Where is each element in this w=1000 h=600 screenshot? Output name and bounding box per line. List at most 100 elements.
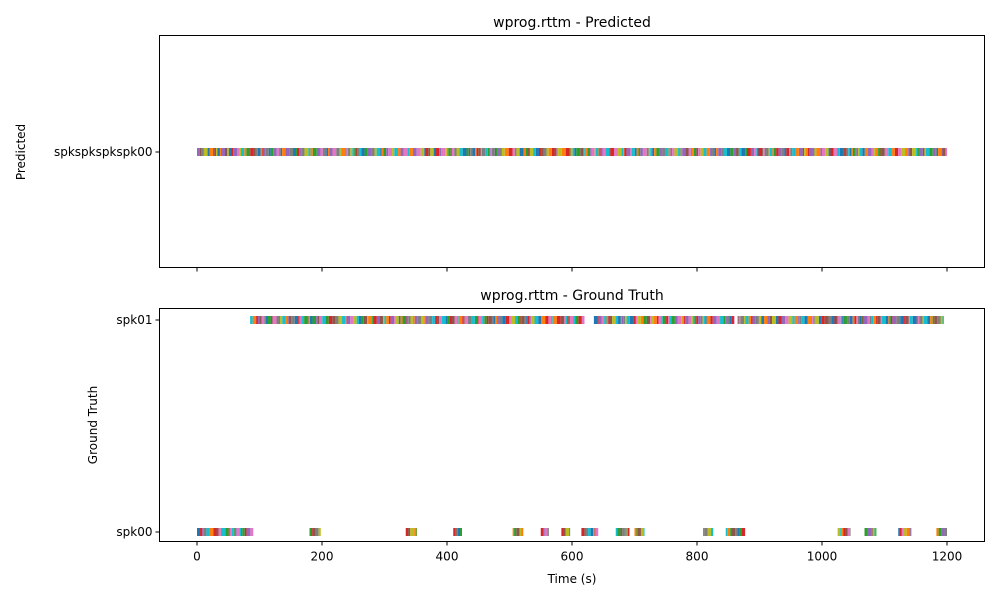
ground-truth-plot-frame (159, 308, 985, 542)
segment-bar (311, 528, 313, 536)
segment-bar (745, 316, 749, 324)
segment-bar (814, 316, 819, 324)
segment-bar (702, 316, 705, 324)
x-tick-label: 1000 (807, 550, 838, 564)
segment-bar (696, 148, 699, 156)
segment-bar (523, 148, 526, 156)
segment-bar (871, 148, 875, 156)
segment-bar (799, 316, 802, 324)
segment-bar (565, 528, 570, 536)
segment-bar (874, 148, 876, 156)
segment-bar (890, 316, 893, 324)
segment-bar (282, 148, 286, 156)
segment-bar (260, 148, 263, 156)
segment-bar (778, 316, 782, 324)
segment-bar (710, 148, 715, 156)
segment-bar (726, 316, 730, 324)
segment-bar (502, 316, 506, 324)
segment-bar (841, 528, 844, 536)
segment-bar (312, 148, 317, 156)
segment-bar (398, 148, 401, 156)
segment-bar (453, 528, 456, 536)
segment-bar (598, 316, 602, 324)
segment-bar (745, 148, 748, 156)
segment-bar (634, 148, 637, 156)
segment-bar (403, 148, 408, 156)
segment-bar (581, 528, 585, 536)
segment-bar (682, 148, 686, 156)
segment-bar (335, 316, 339, 324)
segment-bar (626, 316, 630, 324)
segment-bar (790, 148, 793, 156)
segment-bar (788, 316, 793, 324)
segment-bar (653, 316, 657, 324)
segment-bar (668, 148, 671, 156)
segment-bar (671, 316, 675, 324)
segment-bar (197, 148, 200, 156)
segment-bar (871, 528, 873, 536)
segment-bar (233, 148, 238, 156)
segment-bar (567, 316, 569, 324)
segment-bar (602, 148, 606, 156)
segment-bar (495, 148, 498, 156)
segment-bar (881, 148, 885, 156)
segment-bar (309, 528, 312, 536)
ground-truth-y-axis-label: Ground Truth (86, 386, 100, 464)
segment-bar (615, 528, 618, 536)
segment-bar (798, 148, 803, 156)
segment-bar (280, 316, 283, 324)
segment-bar (624, 528, 627, 536)
segment-bar (379, 316, 384, 324)
segment-bar (631, 148, 635, 156)
segment-bar (376, 148, 381, 156)
segment-bar (705, 316, 707, 324)
segment-bar (756, 148, 758, 156)
segment-bar (944, 528, 947, 536)
segment-bar (457, 528, 460, 536)
segment-bar (552, 316, 557, 324)
segment-bar (909, 316, 913, 324)
segment-bar (441, 316, 446, 324)
segment-bar (930, 316, 933, 324)
segment-bar (682, 316, 685, 324)
segment-bar (840, 316, 843, 324)
segment-bar (662, 316, 667, 324)
segment-bar (309, 316, 313, 324)
segment-bar (905, 316, 909, 324)
segment-bar (236, 528, 240, 536)
segment-bar (516, 148, 520, 156)
segment-bar (889, 316, 891, 324)
segment-bar (585, 528, 589, 536)
segment-bar (499, 316, 503, 324)
segment-bar (935, 148, 937, 156)
segment-bar (231, 528, 234, 536)
segment-bar (250, 148, 254, 156)
segment-bar (837, 316, 841, 324)
segment-bar (504, 148, 509, 156)
segment-bar (794, 316, 799, 324)
segment-bar (703, 528, 705, 536)
segment-bar (561, 528, 564, 536)
segment-bar (643, 316, 647, 324)
segment-bar (581, 316, 585, 324)
segment-bar (410, 528, 415, 536)
ground-truth-y-ticks: spk00 spk01 (116, 313, 160, 539)
segment-bar (487, 148, 490, 156)
segment-bar (727, 528, 731, 536)
segment-bar (416, 148, 421, 156)
predicted-panel: wprog.rttm - Predicted spkspkspkspk00 Pr… (14, 15, 985, 272)
segment-bar (246, 148, 251, 156)
segment-bar (901, 148, 906, 156)
segment-bar (875, 528, 877, 536)
segment-bar (598, 148, 600, 156)
segment-bar (217, 148, 220, 156)
segment-bar (392, 148, 395, 156)
segment-bar (386, 316, 389, 324)
segment-bar (328, 148, 330, 156)
segment-bar (904, 316, 906, 324)
segment-bar (678, 148, 681, 156)
segment-bar (374, 148, 377, 156)
segment-bar (922, 316, 924, 324)
segment-bar (408, 528, 411, 536)
segment-bar (834, 316, 836, 324)
